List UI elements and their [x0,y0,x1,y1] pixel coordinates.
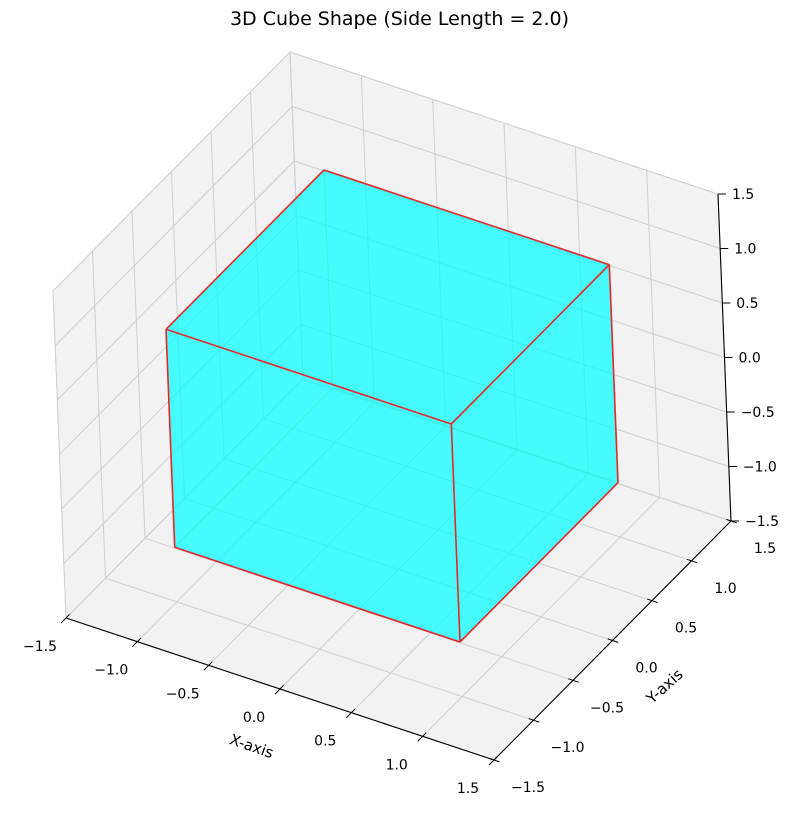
x-tick-mark [60,617,67,624]
cube-edge [165,329,176,548]
x-tick-label: 1.0 [386,757,408,773]
z-tick-label: −0.5 [741,405,775,421]
cube-edge [165,328,452,425]
x-tick-label: 0.0 [243,710,265,726]
x-tick-mark [417,735,424,742]
x-tick-mark [203,664,210,671]
y-tick-mark [572,679,579,683]
x-tick-label: 0.5 [314,734,336,750]
x-tick-mark [493,756,498,761]
x-tick-mark [132,641,138,647]
z-tick-label: −1.0 [743,460,777,476]
x-tick-mark [274,688,281,695]
x-tick-mark [208,661,213,666]
y-tick-mark [489,757,495,761]
grid-line-z [54,105,721,346]
cube-edge [165,169,325,330]
z-tick-label: −1.5 [745,514,779,530]
grid-line-z [65,378,732,619]
y-tick-label: −1.0 [551,740,585,756]
cube-edge [450,264,610,425]
y-tick-mark [493,759,500,763]
cube-shape [165,169,619,643]
grid-line-z [52,51,719,292]
z-tick-label: 1.5 [732,187,754,203]
x-tick-mark [488,759,495,766]
z-tick-label: 0.0 [739,351,761,367]
y-tick-label: −0.5 [590,700,624,716]
x-tick-label: −1.5 [23,639,57,655]
y-tick-label: −1.5 [511,780,545,796]
y-tick-mark [647,598,653,602]
y-tick-mark [691,560,698,564]
x-tick-label: −0.5 [166,686,200,702]
x-tick-mark [65,614,70,619]
grid-line-z [59,214,725,455]
grid-line-z [63,323,729,564]
x-tick-mark [279,685,284,690]
cube-edge [608,264,619,483]
tick-labels: −1.5 −1.0 −0.5 0.0 0.5 1.0 1.5 −1.5 −1.0 −0.5 0.0 0… [23,187,779,797]
y-tick-mark [607,638,613,641]
cube-edge [174,546,461,643]
y-tick-label: 1.0 [714,581,736,597]
tick-marks [60,193,739,766]
cube-edge [323,169,610,266]
x-tick-mark [350,708,356,714]
y-tick-mark [686,558,692,562]
x-axis-label: X-axis [227,730,276,762]
y-tick-label: 1.5 [754,541,776,557]
y-tick-mark [533,719,540,723]
y-tick-mark [651,600,658,604]
y-tick-mark [568,678,574,681]
y-tick-mark [528,718,534,721]
chart-title: 3D Cube Shape (Side Length = 2.0) [229,8,570,30]
y-tick-mark [612,640,619,643]
y-tick-label: 0.5 [675,621,697,637]
x-tick-label: 1.5 [457,781,479,797]
x-tick-mark [346,712,352,718]
x-tick-mark [422,732,427,737]
grid-line-z [61,269,727,510]
y-tick-mark [726,518,732,522]
x-tick-mark [136,637,142,643]
z-tick-label: 0.5 [736,296,758,312]
cube-edge [459,482,619,643]
y-tick-label: 0.0 [635,661,657,677]
z-tick-label: 1.0 [734,242,756,258]
cube-edge [450,423,461,643]
x-tick-label: −1.0 [94,663,128,679]
